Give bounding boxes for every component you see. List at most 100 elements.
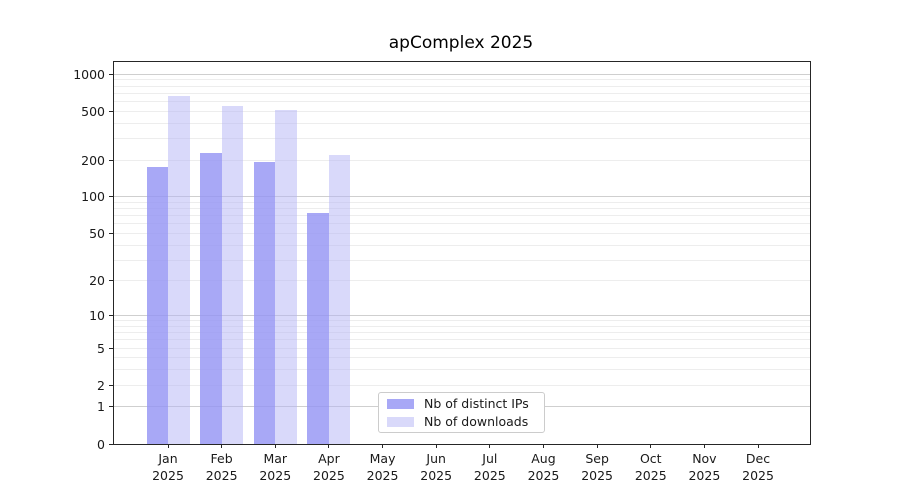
bar-downloads bbox=[168, 96, 190, 444]
minor-gridline bbox=[114, 259, 810, 261]
bar-downloads bbox=[328, 154, 351, 444]
minor-gridline bbox=[114, 208, 810, 210]
y-tick-mark bbox=[109, 196, 113, 198]
x-tick-label-line: Sep bbox=[585, 451, 609, 466]
legend-swatch bbox=[387, 398, 414, 409]
x-tick-label-line: 2025 bbox=[634, 467, 667, 483]
y-tick-label: 10 bbox=[89, 308, 105, 324]
x-tick-label: May 2025 bbox=[351, 451, 415, 484]
minor-gridline bbox=[114, 332, 810, 334]
x-tick-mark bbox=[274, 444, 276, 448]
x-tick-mark bbox=[650, 444, 652, 448]
legend-row: Nb of downloads bbox=[379, 414, 544, 429]
x-tick-mark bbox=[596, 444, 598, 448]
minor-gridline bbox=[114, 122, 810, 124]
y-tick-mark bbox=[109, 73, 113, 75]
x-tick-label-line: Aug bbox=[531, 451, 556, 466]
x-tick-label: Sep 2025 bbox=[565, 451, 629, 484]
x-tick-mark bbox=[757, 444, 759, 448]
x-tick-label-line: Jan bbox=[158, 451, 178, 466]
x-tick-label: Aug 2025 bbox=[511, 451, 575, 484]
x-tick-mark bbox=[382, 444, 384, 448]
x-tick-label-line: 2025 bbox=[688, 467, 721, 483]
x-tick-label: Apr 2025 bbox=[297, 451, 361, 484]
x-tick-mark bbox=[703, 444, 705, 448]
x-tick-mark bbox=[542, 444, 544, 448]
chart-title: apComplex 2025 bbox=[388, 33, 534, 53]
legend-label: Nb of downloads bbox=[424, 414, 529, 429]
x-tick-label-line: Mar bbox=[263, 451, 288, 466]
y-tick-mark bbox=[109, 443, 113, 445]
x-tick-label-line: 2025 bbox=[259, 467, 292, 483]
legend-swatch bbox=[387, 416, 414, 427]
y-tick-label: 5 bbox=[97, 340, 105, 356]
y-tick-label: 50 bbox=[89, 225, 105, 241]
y-tick-label: 100 bbox=[81, 189, 105, 205]
legend-label: Nb of distinct IPs bbox=[424, 396, 529, 411]
y-tick-mark bbox=[109, 280, 113, 282]
bar-downloads bbox=[275, 110, 297, 444]
minor-gridline bbox=[114, 325, 810, 327]
bar-distinct-ips bbox=[253, 162, 276, 444]
x-tick-label-line: Apr bbox=[318, 451, 340, 466]
minor-gridline bbox=[114, 347, 810, 349]
x-tick-mark bbox=[221, 444, 223, 448]
y-tick-label: 20 bbox=[89, 273, 105, 289]
x-tick-label-line: Jul bbox=[482, 451, 498, 466]
minor-gridline bbox=[114, 92, 810, 94]
y-tick-mark bbox=[109, 347, 113, 349]
minor-gridline bbox=[114, 79, 810, 81]
x-tick-label-line: May bbox=[369, 451, 396, 466]
x-tick-label-line: Oct bbox=[639, 451, 662, 466]
x-tick-label-line: 2025 bbox=[473, 467, 506, 483]
minor-gridline bbox=[114, 244, 810, 246]
y-tick-label: 0 bbox=[97, 436, 105, 452]
x-tick-label: Mar 2025 bbox=[243, 451, 307, 484]
bar-distinct-ips bbox=[200, 153, 222, 444]
major-gridline bbox=[114, 315, 810, 317]
minor-gridline bbox=[114, 159, 810, 161]
x-tick-label-line: 2025 bbox=[742, 467, 774, 483]
x-tick-label-line: Dec bbox=[745, 451, 771, 466]
x-tick-label-line: Nov bbox=[692, 451, 717, 466]
minor-gridline bbox=[114, 110, 810, 112]
x-tick-mark bbox=[489, 444, 491, 448]
minor-gridline bbox=[114, 232, 810, 234]
x-tick-mark bbox=[167, 444, 169, 448]
x-tick-mark bbox=[435, 444, 437, 448]
bar-downloads bbox=[221, 106, 244, 444]
minor-gridline bbox=[114, 100, 810, 102]
legend-box: Nb of distinct IPs Nb of downloads bbox=[378, 392, 545, 433]
major-gridline bbox=[114, 196, 810, 198]
x-tick-label: Nov 2025 bbox=[672, 451, 736, 484]
x-tick-label-line: Feb bbox=[210, 451, 233, 466]
minor-gridline bbox=[114, 201, 810, 203]
x-tick-label-line: 2025 bbox=[313, 467, 345, 483]
minor-gridline bbox=[114, 320, 810, 322]
x-tick-label-line: 2025 bbox=[527, 467, 560, 483]
minor-gridline bbox=[114, 384, 810, 386]
y-tick-mark bbox=[109, 159, 113, 161]
minor-gridline bbox=[114, 339, 810, 341]
x-tick-label-line: 2025 bbox=[205, 467, 238, 483]
x-tick-label: Jan 2025 bbox=[136, 451, 200, 484]
plot-area: 0 1 2 5 10 20 50 100 200 500 1000 Jan 2025 Feb 2025 Mar… bbox=[73, 61, 811, 483]
y-tick-label: 1000 bbox=[73, 66, 105, 82]
y-tick-label: 500 bbox=[81, 103, 105, 119]
x-tick-label-line: 2025 bbox=[420, 467, 453, 483]
y-tick-mark bbox=[109, 110, 113, 112]
y-tick-mark bbox=[109, 406, 113, 408]
y-tick-mark bbox=[109, 315, 113, 317]
minor-gridline bbox=[114, 223, 810, 225]
minor-gridline bbox=[114, 369, 810, 371]
x-tick-label: Dec 2025 bbox=[726, 451, 790, 484]
y-tick-label: 2 bbox=[97, 377, 105, 393]
minor-gridline bbox=[114, 137, 810, 139]
minor-gridline bbox=[114, 280, 810, 282]
y-tick-label: 1 bbox=[97, 399, 105, 415]
minor-gridline bbox=[114, 85, 810, 87]
minor-gridline bbox=[114, 357, 810, 359]
x-tick-label: Feb 2025 bbox=[190, 451, 254, 484]
x-tick-label: Oct 2025 bbox=[619, 451, 683, 484]
